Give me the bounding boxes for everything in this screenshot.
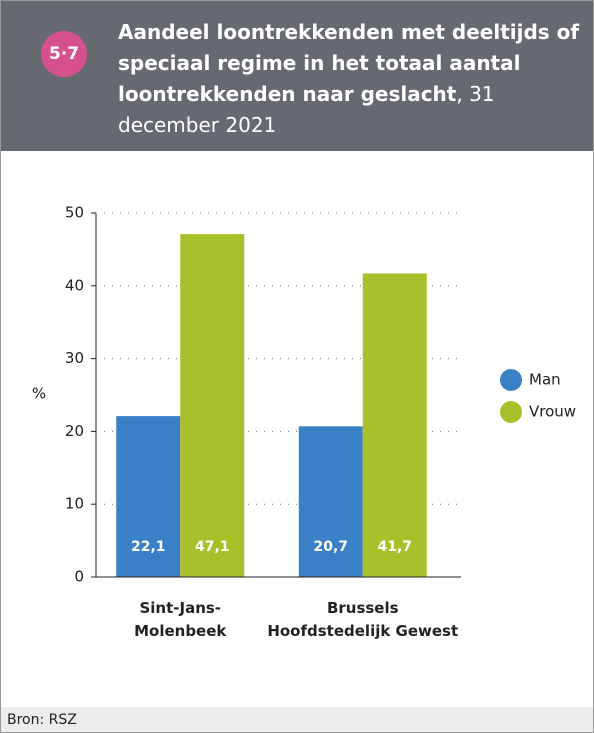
badge: 5·7	[41, 31, 87, 77]
value-label: 47,1	[195, 539, 230, 555]
chart-subtitle: , 31 december 2021	[118, 82, 495, 137]
y-tick-label: 50	[65, 204, 84, 222]
bar	[362, 273, 427, 577]
legend-swatch	[500, 401, 522, 423]
legend-label: Vrouw	[529, 403, 576, 421]
value-label: 41,7	[377, 539, 412, 555]
legend-label: Man	[529, 371, 561, 389]
y-tick-label: 0	[74, 568, 84, 586]
y-tick-label: 30	[65, 349, 84, 367]
bar	[298, 426, 363, 577]
y-axis-label: %	[32, 385, 46, 403]
legend-swatch	[500, 369, 522, 391]
bar	[116, 416, 181, 577]
value-label: 22,1	[131, 539, 166, 555]
y-tick-label: 20	[65, 422, 84, 440]
header: 5·7 Aandeel loontrekkenden met deeltijds…	[1, 1, 593, 151]
source: Bron: RSZ	[1, 707, 593, 732]
x-tick-label: Sint-Jans- Molenbeek	[134, 599, 227, 640]
y-tick-label: 10	[65, 495, 84, 513]
chart-title: Aandeel loontrekkenden met deeltijds of …	[118, 20, 580, 106]
y-tick-label: 40	[65, 276, 84, 294]
title-block: Aandeel loontrekkenden met deeltijds of …	[118, 17, 588, 141]
x-tick-label: Brussels Hoofdstedelijk Gewest	[267, 599, 459, 640]
bar	[180, 234, 245, 577]
value-label: 20,7	[313, 539, 348, 555]
